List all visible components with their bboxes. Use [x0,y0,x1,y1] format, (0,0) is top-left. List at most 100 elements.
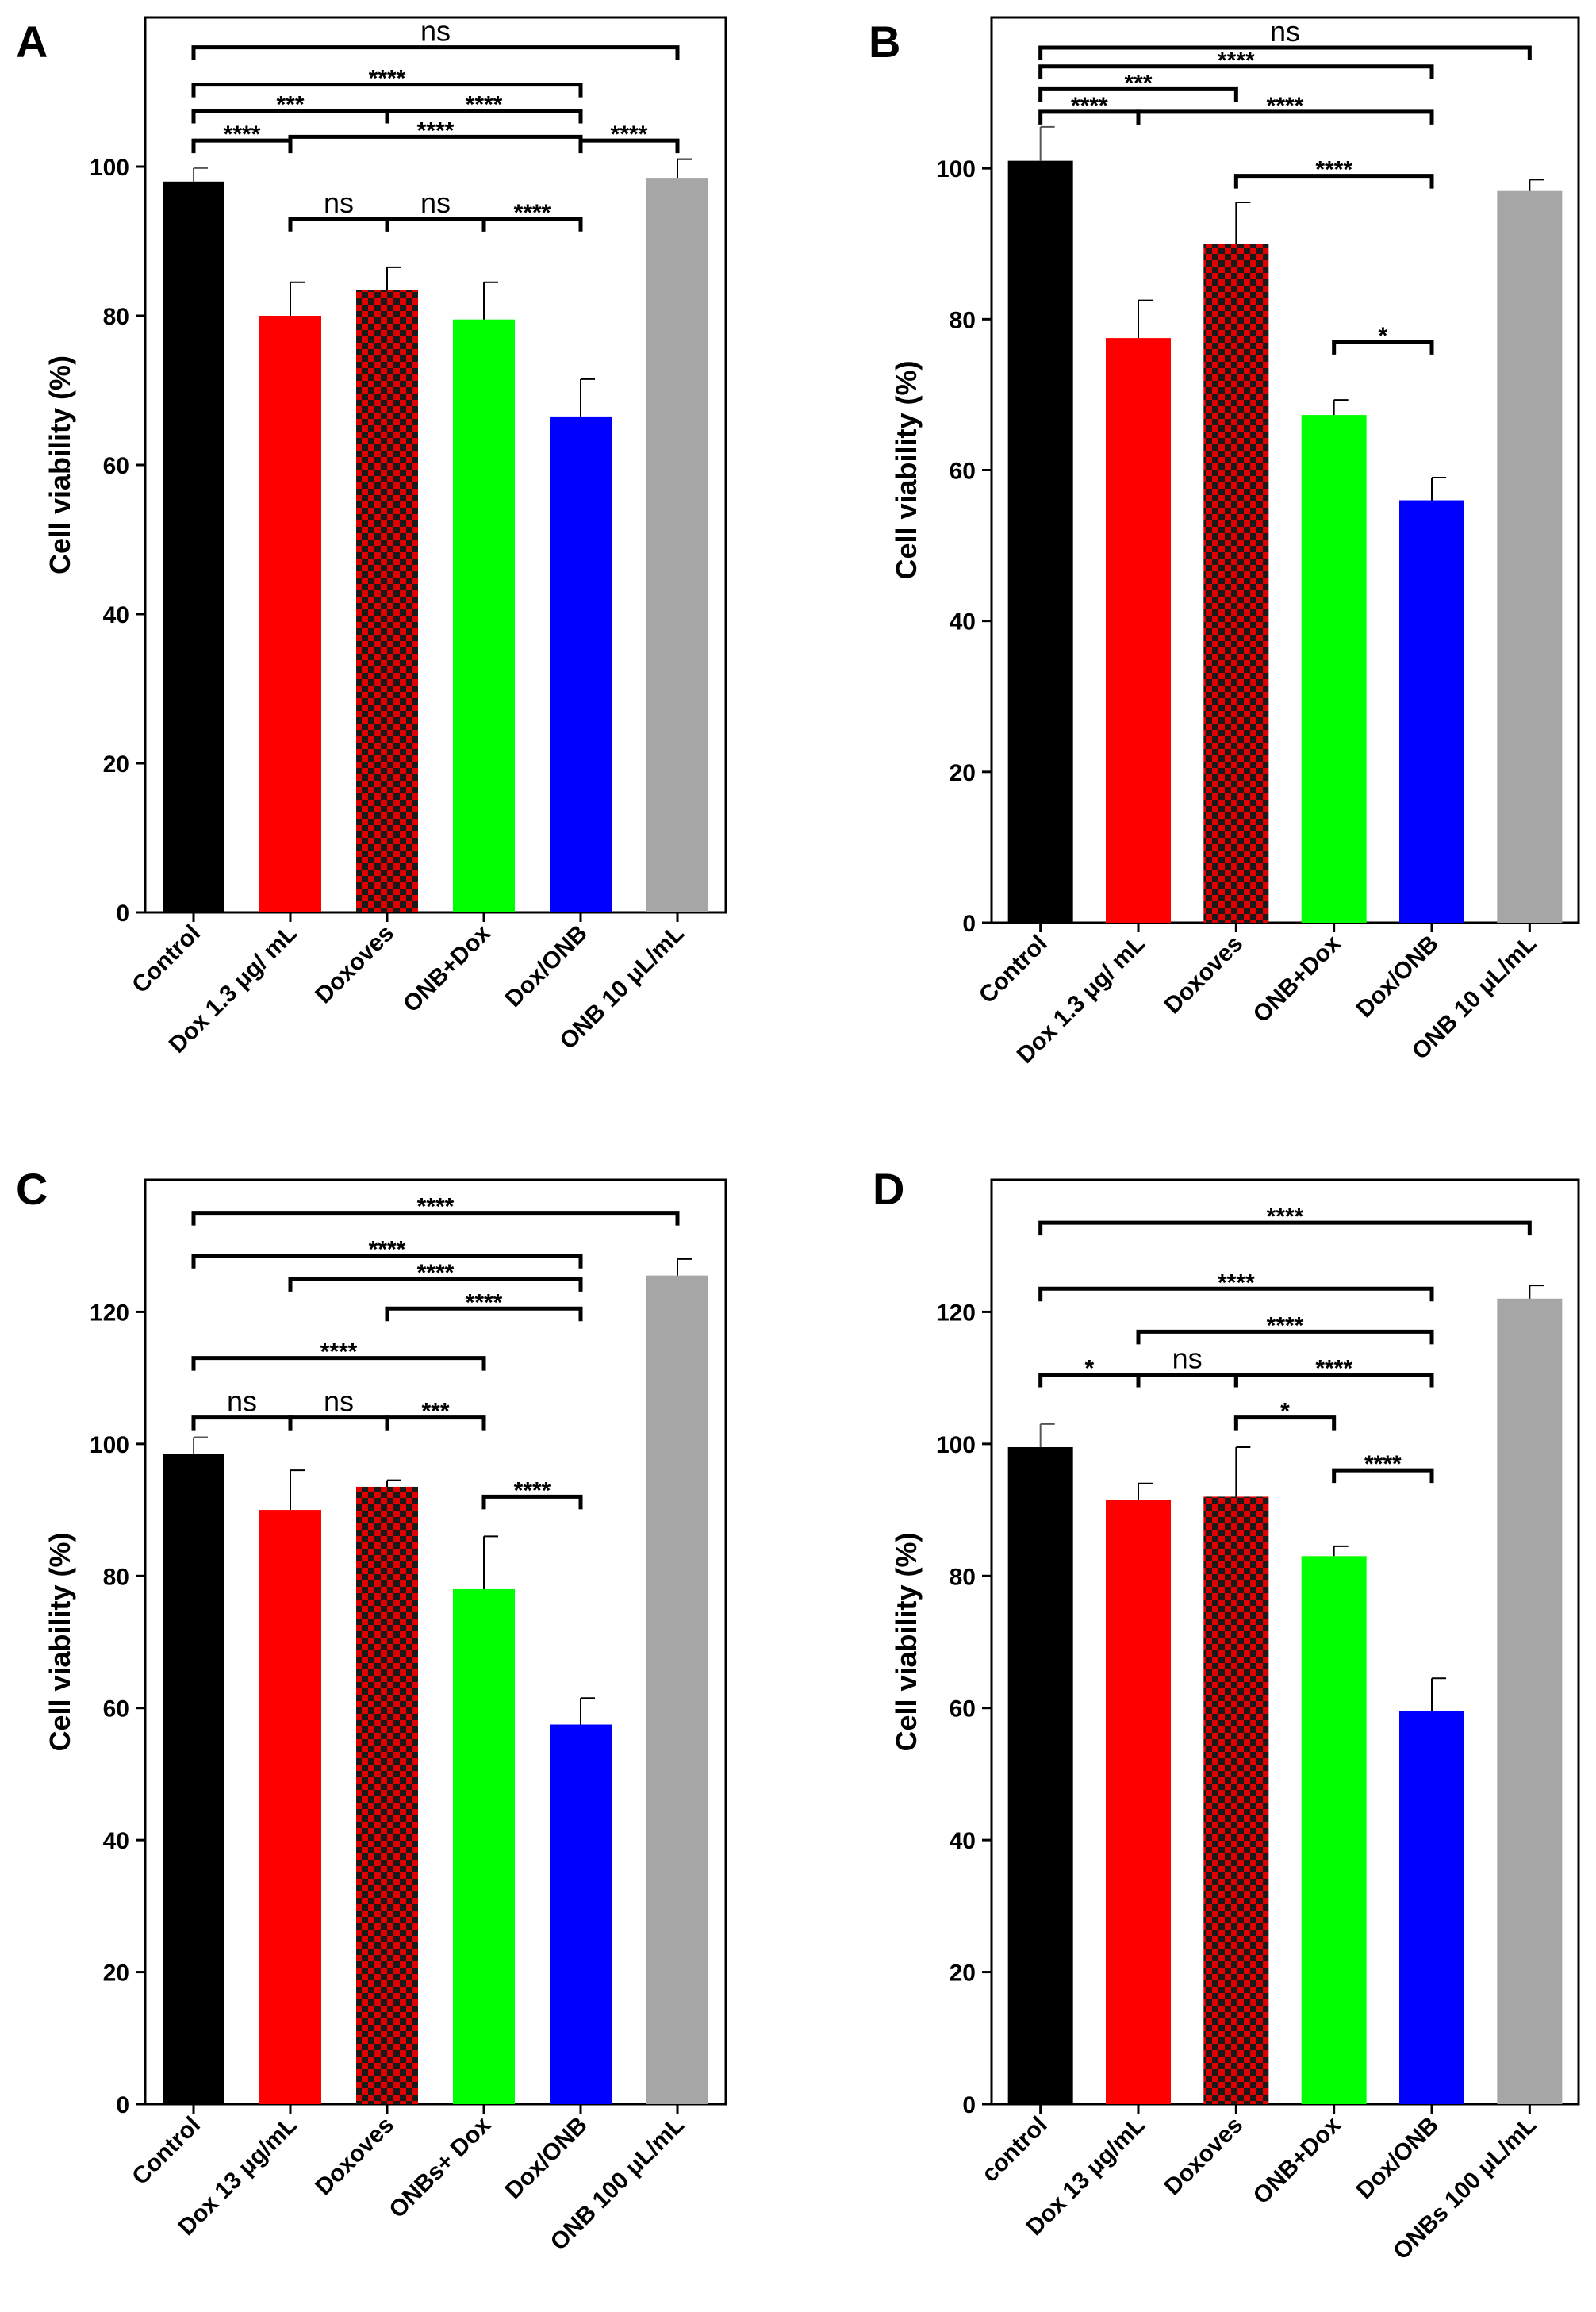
significance-bracket [191,1211,680,1226]
category-label: Dox/ONB [1351,931,1443,1023]
category-label: Control [127,920,205,999]
category-label: Doxoves [1160,931,1249,1020]
significance-bracket [1136,109,1434,125]
y-tick-label: 40 [103,1828,129,1854]
y-tick-label: 80 [103,304,129,330]
significance-label: **** [466,1289,503,1315]
category-label: Dox/ONB [500,2112,592,2204]
y-tick-label: 0 [116,901,129,927]
category-label: Dox/ONB [500,920,592,1012]
significance-bracket [288,1415,389,1431]
y-axis-label: Cell viability (%) [890,360,923,579]
significance-bracket [191,1254,583,1269]
y-axis-label: Cell viability (%) [44,1532,76,1751]
significance-label: *** [276,92,304,118]
bar [1203,1496,1269,2104]
significance-bracket [385,217,486,232]
bar [1497,1298,1563,2104]
significance-bracket [1038,1220,1532,1236]
significance-label: **** [1315,1355,1352,1381]
significance-label: **** [1218,1269,1255,1296]
y-tick-label: 60 [950,1696,976,1722]
panel-letter: C [16,1164,48,1214]
chart-panel-b: B 0 20 40 60 80 100 Cell viability (%) Control Do… [869,15,1580,1069]
category-label: ONB+Dox [1249,2111,1346,2209]
y-tick-label: 60 [103,453,129,479]
significance-label: **** [1218,48,1255,74]
y-tick-label: 20 [950,760,976,786]
significance-bracket [1233,1415,1337,1431]
significance-label: ns [1270,15,1300,48]
y-tick-label: 100 [936,1432,976,1458]
significance-bracket [385,1306,583,1322]
bar [259,316,321,912]
significance-bracket [288,1277,583,1292]
bar [1007,1447,1073,2104]
bar [1203,244,1269,923]
y-tick-label: 80 [103,1564,129,1590]
plot-frame [144,1178,727,2106]
y-tick-label: 20 [103,751,129,778]
bar [453,319,515,912]
bar [163,1454,224,2104]
chart-panel-a: A 0 20 40 60 80 100 Cell viability (%) Control Do… [16,15,727,1058]
significance-label: * [1084,1355,1094,1381]
category-label: control [976,2112,1052,2187]
bar [356,290,418,913]
bar [1007,160,1073,924]
significance-label: **** [1364,1451,1402,1477]
bar [1106,338,1171,924]
bar [1399,1711,1464,2104]
bar [1106,1500,1171,2104]
y-tick-label: 100 [936,156,976,182]
significance-bracket [191,45,680,60]
bar [1399,500,1464,923]
significance-bracket [1233,174,1434,189]
significance-label: **** [514,200,551,226]
y-tick-label: 80 [950,1564,976,1590]
significance-label: **** [1267,93,1304,119]
y-tick-label: 100 [90,1432,129,1458]
category-label: Doxoves [310,2112,399,2201]
category-label: ONB+Dox [398,920,496,1017]
significance-bracket [191,1415,293,1431]
category-label: Control [127,2112,205,2191]
y-tick-label: 0 [962,2092,976,2118]
y-tick-label: 20 [103,1961,129,1987]
significance-bracket [578,138,680,154]
y-tick-label: 60 [950,459,976,485]
bar [1497,190,1563,924]
significance-label: **** [417,1260,455,1286]
significance-label: *** [421,1399,449,1425]
significance-bracket [481,1494,583,1510]
bar [550,416,612,912]
y-axis-label: Cell viability (%) [44,355,76,574]
significance-bracket [385,1415,486,1431]
significance-bracket [1136,1372,1238,1388]
significance-label: ns [1172,1342,1203,1374]
significance-label: **** [224,121,261,148]
significance-label: **** [611,121,648,148]
panel-letter: D [873,1164,904,1214]
significance-label: ns [420,186,451,219]
y-tick-label: 40 [950,1828,976,1854]
y-tick-label: 20 [950,1961,976,1987]
significance-label: **** [417,117,455,144]
significance-label: **** [1315,157,1352,183]
bar [163,181,224,913]
category-label: Doxoves [310,920,399,1009]
significance-bracket [1038,64,1434,79]
category-label: ONB+Dox [1249,930,1346,1027]
significance-label: **** [514,1477,551,1504]
chart-panel-d: D 0 20 40 60 80 100 120 Cell viability (%) contro… [873,1164,1580,2265]
significance-bracket [1038,86,1238,102]
significance-bracket [1038,45,1532,61]
bar [646,1275,708,2104]
y-axis-label: Cell viability (%) [890,1532,923,1751]
significance-bracket [1332,340,1434,355]
significance-bracket [481,217,583,232]
significance-label: **** [1071,93,1108,119]
panel-letter: A [16,17,48,67]
bar [1301,415,1367,923]
